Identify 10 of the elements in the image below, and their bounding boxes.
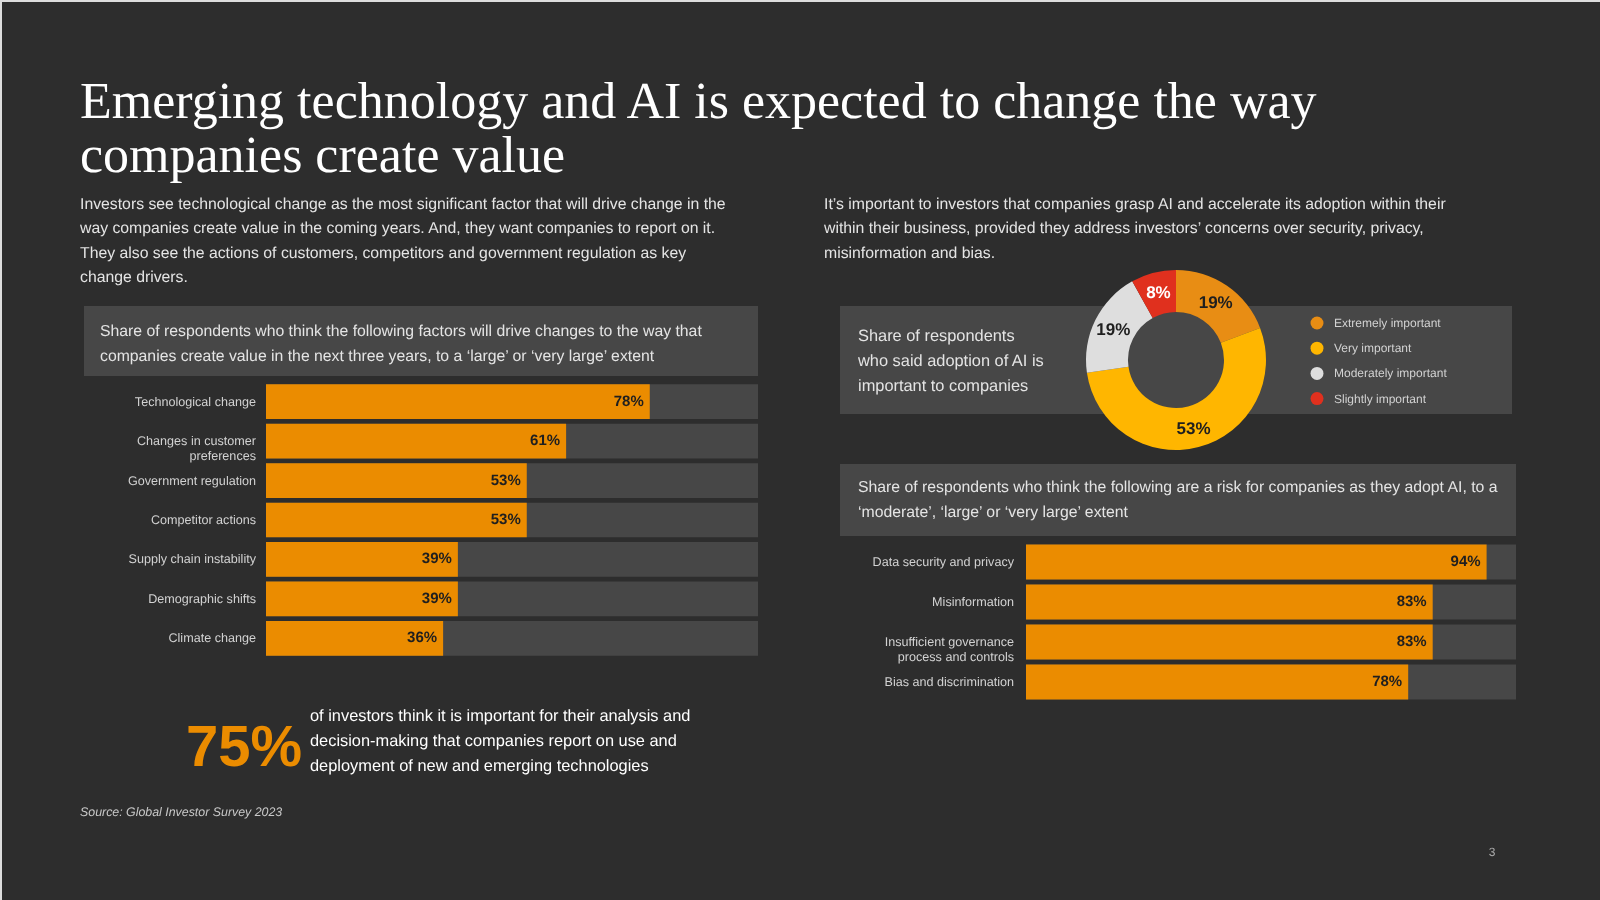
data-label: 19%	[1198, 292, 1234, 313]
text: Share of respondents who said adoption of AI is important to companies	[856, 327, 1044, 395]
text: 75%	[186, 716, 303, 780]
data-label: 19%	[1096, 318, 1132, 339]
data-label: 53%	[1176, 417, 1212, 438]
donut-slice	[1086, 327, 1266, 450]
text: Emerging technology and AI is expected to change the way companies create value	[80, 72, 1317, 184]
data-label: 8%	[1146, 282, 1172, 303]
donut-slice	[1176, 270, 1261, 343]
text: of investors think it is important for their analysis and decision-making that companies report on use and deployment of new and emerging technologies	[310, 707, 692, 775]
